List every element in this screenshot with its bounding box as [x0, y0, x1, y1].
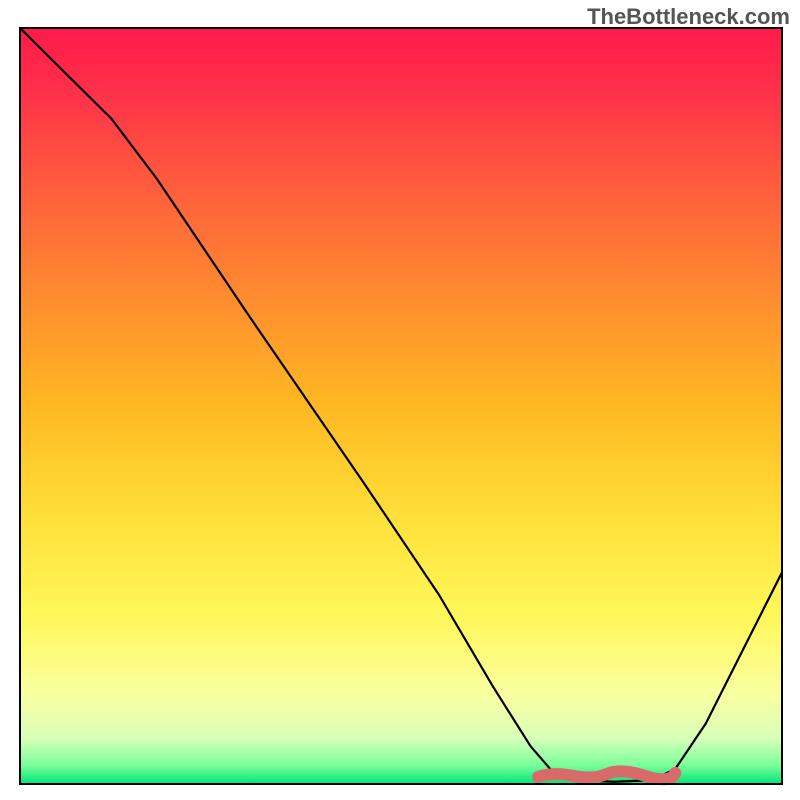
plot-background — [20, 28, 782, 784]
watermark-text: TheBottleneck.com — [587, 4, 790, 30]
optimal-range-marker — [538, 771, 675, 779]
chart-svg — [0, 0, 800, 800]
bottleneck-chart: TheBottleneck.com — [0, 0, 800, 800]
